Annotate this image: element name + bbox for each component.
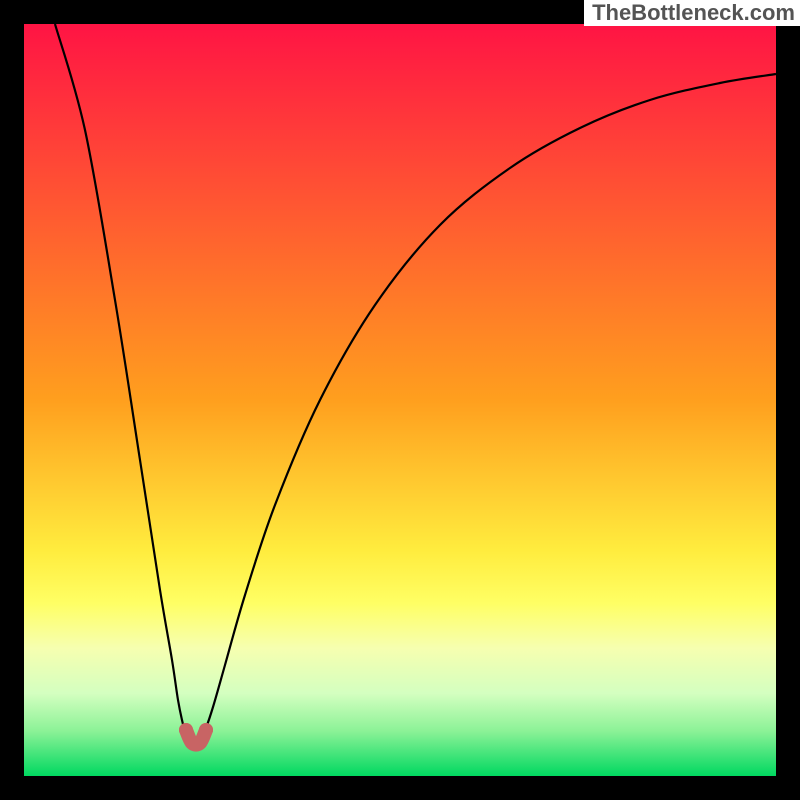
chart-canvas: TheBottleneck.com — [0, 0, 800, 800]
curve-layer — [0, 0, 800, 800]
anomaly-marker — [179, 723, 213, 745]
watermark-label: TheBottleneck.com — [584, 0, 800, 26]
bottleneck-curve — [55, 24, 776, 746]
